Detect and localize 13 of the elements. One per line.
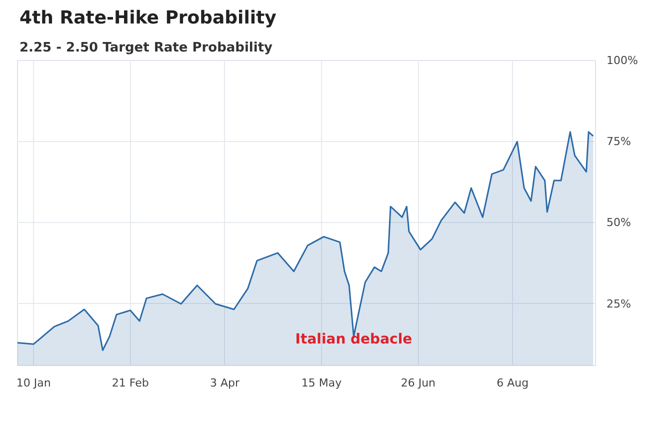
x-tick-label: 3 Apr	[210, 376, 240, 390]
x-tick-label: 26 Jun	[400, 376, 436, 390]
y-tick-label: 100%	[606, 54, 638, 67]
x-tick-label: 6 Aug	[496, 376, 529, 390]
y-tick-label: 50%	[606, 216, 631, 230]
y-tick-label: 75%	[606, 135, 631, 148]
y-tick-label: 25%	[606, 297, 631, 310]
chart-title: 4th Rate-Hike Probability	[20, 8, 277, 28]
annotation: Italian debacle	[295, 332, 412, 348]
x-tick-label: 15 May	[301, 376, 342, 390]
chart-subtitle: 2.25 - 2.50 Target Rate Probability	[20, 40, 274, 56]
x-tick-label: 10 Jan	[16, 376, 51, 390]
x-tick-label: 21 Feb	[112, 376, 149, 390]
